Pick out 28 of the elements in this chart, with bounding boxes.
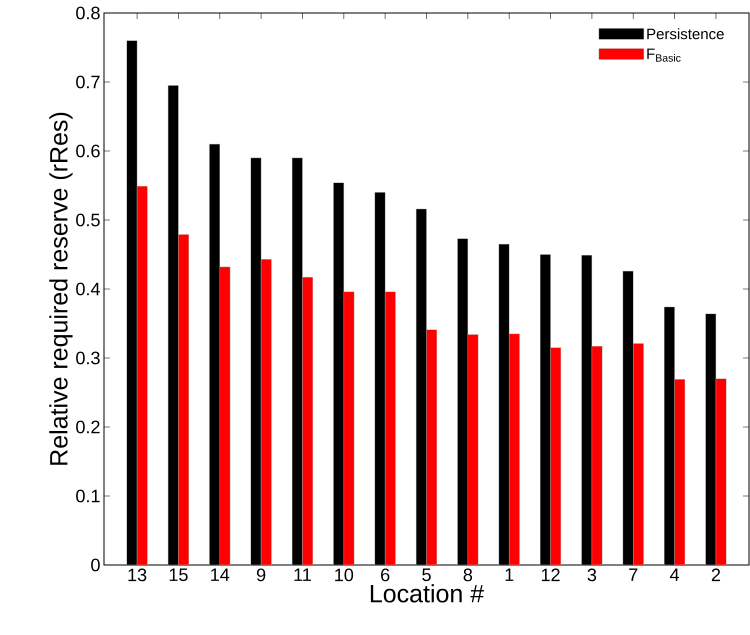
legend-label: Persistence bbox=[647, 28, 724, 40]
x-tick-label: 4 bbox=[670, 568, 680, 581]
x-tick-label: 8 bbox=[464, 568, 472, 582]
x-axis-title: Location # bbox=[370, 584, 484, 603]
y-tick-label: 0.8 bbox=[76, 6, 100, 20]
y-tick-label: 0.3 bbox=[76, 352, 100, 364]
x-tick-label: 9 bbox=[256, 568, 266, 582]
x-tick-label: 15 bbox=[170, 568, 188, 582]
x-tick-label: 10 bbox=[335, 568, 354, 582]
y-tick-label: 0 bbox=[91, 558, 100, 572]
x-tick-label: 1 bbox=[506, 568, 514, 581]
y-tick-label: 0.2 bbox=[76, 420, 100, 434]
y-tick-label: 0.4 bbox=[76, 282, 100, 296]
x-tick-label: 7 bbox=[629, 568, 638, 581]
x-tick-label: 11 bbox=[294, 568, 311, 581]
x-tick-label: 2 bbox=[712, 568, 720, 582]
x-tick-label: 6 bbox=[381, 568, 390, 582]
y-tick-label: 0.5 bbox=[76, 214, 100, 226]
x-tick-label: 3 bbox=[588, 568, 596, 582]
x-tick-label: 13 bbox=[128, 568, 146, 582]
y-tick-label: 0.1 bbox=[76, 490, 100, 502]
legend-label: F$_{Basic}$ bbox=[647, 48, 681, 62]
x-tick-label: 5 bbox=[422, 568, 431, 582]
y-tick-label: 0.6 bbox=[76, 144, 100, 158]
x-tick-label: 12 bbox=[542, 568, 560, 582]
x-tick-label: 14 bbox=[211, 568, 230, 581]
y-tick-label: 0.7 bbox=[76, 76, 100, 88]
y-axis-title: Relative required reserve (rRes) bbox=[49, 112, 73, 465]
